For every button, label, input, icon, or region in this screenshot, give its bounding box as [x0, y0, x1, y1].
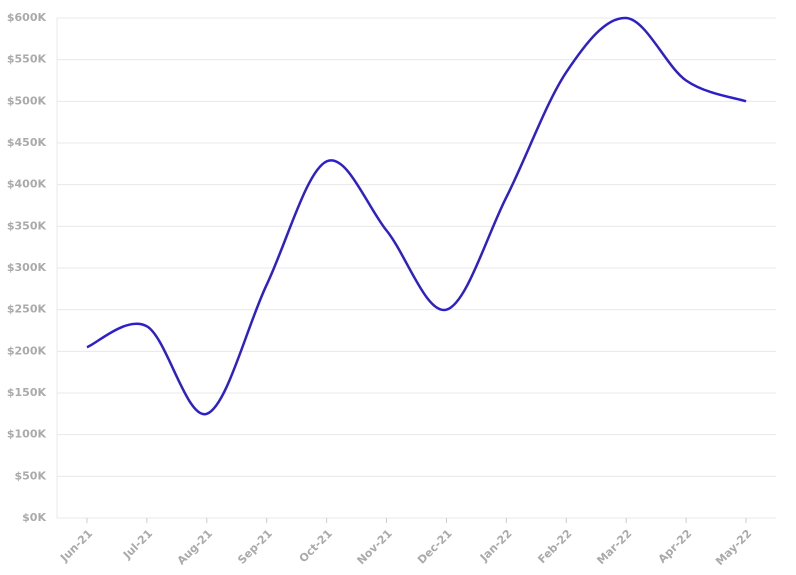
x-tick-label: Feb-22: [535, 527, 574, 566]
y-tick-label: $350K: [7, 219, 47, 232]
y-tick-label: $100K: [7, 428, 47, 441]
y-tick-label: $450K: [7, 136, 47, 149]
x-tick-label: Oct-21: [297, 527, 335, 565]
x-tick-label: Nov-21: [355, 527, 395, 567]
x-tick-label: Jun-21: [57, 527, 95, 565]
y-tick-label: $300K: [7, 261, 47, 274]
x-tick-label: Mar-22: [594, 527, 634, 567]
y-tick-label: $550K: [7, 53, 47, 66]
y-tick-label: $200K: [7, 344, 47, 357]
y-tick-label: $250K: [7, 303, 47, 316]
x-tick-label: Apr-22: [656, 527, 695, 566]
y-tick-label: $400K: [7, 178, 47, 191]
x-tick-label: Aug-21: [175, 527, 215, 567]
y-tick-label: $600K: [7, 11, 47, 24]
x-tick-label: Dec-21: [415, 527, 455, 567]
y-tick-label: $500K: [7, 94, 47, 107]
x-tick-label: May-22: [713, 527, 754, 568]
y-tick-label: $150K: [7, 386, 47, 399]
x-tick-label: Sep-21: [235, 527, 275, 567]
y-tick-label: $50K: [15, 469, 47, 482]
y-tick-label: $0K: [22, 511, 46, 524]
x-tick-label: Jan-22: [477, 527, 515, 565]
x-tick-label: Jul-21: [120, 527, 155, 562]
line-series: [86, 16, 747, 416]
